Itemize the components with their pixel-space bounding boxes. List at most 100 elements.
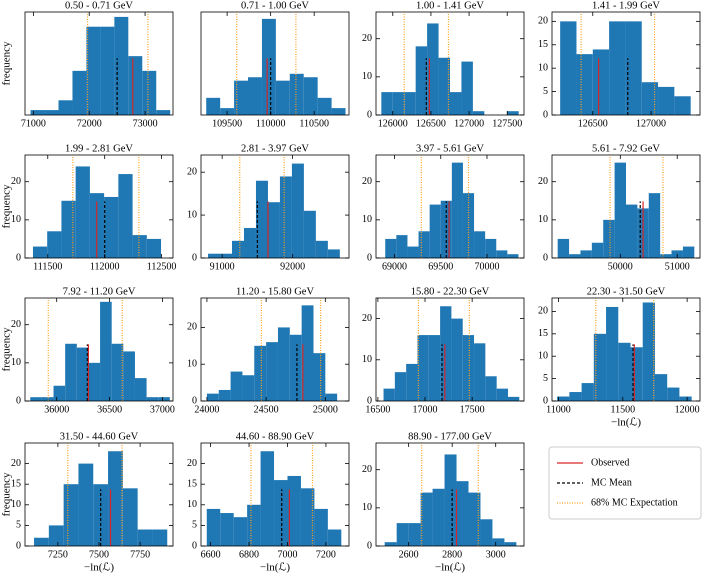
x-tick-label: 72000: [77, 118, 102, 129]
bar: [72, 70, 87, 115]
y-tick-label: 20: [362, 464, 372, 475]
bar: [317, 97, 332, 115]
bar: [47, 231, 62, 258]
bar: [206, 508, 221, 546]
bar: [396, 523, 409, 546]
y-tick-label: 0: [192, 252, 197, 263]
bar: [114, 16, 129, 115]
panel-title: 44.60 - 88.90 GeV: [236, 431, 315, 442]
axes-frame: [200, 154, 350, 259]
x-tick-label: 7500: [89, 549, 109, 560]
y-tick-label: 0: [192, 540, 197, 551]
bar: [289, 73, 304, 115]
bar: [415, 46, 428, 116]
x-tick-label: 11000: [546, 404, 571, 415]
x-tick-label: 126500: [578, 118, 608, 129]
x-tick-label: 11500: [610, 404, 635, 415]
bar: [86, 26, 101, 115]
panel-title: 3.97 - 5.61 GeV: [416, 143, 484, 154]
bar: [208, 253, 221, 258]
bar: [576, 54, 593, 115]
bar: [592, 49, 610, 115]
panel-title: 2.81 - 3.97 GeV: [241, 143, 309, 154]
x-tick-label: 37000: [150, 404, 175, 415]
y-tick-label: 0: [16, 252, 21, 263]
x-tick-label: 24500: [254, 404, 279, 415]
panel: 1.41 - 1.99 GeV 126500 127000 0 5 10 15 20: [538, 0, 701, 129]
y-tick-label: 15: [538, 39, 548, 50]
x-tick-label: 12000: [675, 404, 700, 415]
x-tick-label: 126000: [378, 118, 408, 129]
bar: [674, 96, 691, 115]
bar: [407, 246, 419, 258]
bar: [108, 451, 123, 546]
bar: [267, 202, 280, 258]
y-tick-label: 20: [362, 313, 372, 324]
x-tick-label: 112000: [90, 261, 120, 272]
bar: [593, 333, 607, 401]
bar: [496, 250, 508, 258]
bar: [641, 82, 659, 115]
y-tick-label: 10: [187, 209, 197, 220]
bar: [331, 108, 346, 115]
x-tick-label: 3000: [486, 549, 506, 560]
bar: [679, 396, 692, 401]
bar: [474, 231, 486, 258]
y-tick-label: 10: [187, 499, 197, 510]
x-tick-label: 36000: [44, 404, 69, 415]
bar: [220, 253, 233, 258]
bar: [404, 92, 416, 115]
axes-frame: [375, 11, 525, 116]
axes-frame: [200, 442, 350, 547]
bar: [381, 92, 393, 115]
bar: [220, 513, 234, 546]
bar: [142, 70, 157, 115]
bar: [234, 80, 249, 115]
panel-title: 1.41 - 1.99 GeV: [592, 0, 660, 11]
bar: [569, 254, 581, 258]
bar: [569, 392, 582, 401]
bar: [654, 374, 668, 401]
y-tick-label: 5: [543, 373, 548, 384]
bar: [233, 517, 248, 546]
bar: [394, 372, 407, 401]
bar: [462, 193, 475, 258]
bar: [496, 388, 508, 401]
axes-frame: [24, 297, 174, 402]
y-tick-label: 20: [538, 176, 548, 187]
bar: [289, 334, 302, 401]
panel: 0.50 - 0.71 GeV 71000 72000 73000 frequency: [1, 0, 174, 129]
bar: [560, 21, 577, 116]
bar: [648, 193, 661, 258]
y-tick-label: 15: [538, 328, 548, 339]
panel: 1.00 - 1.41 GeV 126000 126500 127000 127500 0…: [362, 0, 525, 129]
y-tick-label: 20: [11, 319, 21, 330]
bar: [218, 389, 231, 401]
bar: [315, 240, 328, 258]
bar: [275, 80, 290, 115]
x-tick-label: 127000: [636, 118, 666, 129]
bar: [591, 242, 604, 258]
x-tick-label: 7000: [277, 549, 297, 560]
panel-title: 1.00 - 1.41 GeV: [416, 0, 484, 11]
panel-title: 15.80 - 22.30 GeV: [411, 286, 490, 297]
bar: [438, 57, 450, 115]
panel: 88.90 - 177.00 GeV 2600 2800 3000 0 10 20 −ln(ℒ…: [362, 431, 525, 574]
bar: [118, 174, 133, 258]
x-tick-label: 6800: [239, 549, 259, 560]
bar: [625, 21, 642, 116]
bar: [32, 246, 48, 258]
panel-title: 0.71 - 1.00 GeV: [241, 0, 309, 11]
x-tick-label: 69500: [428, 261, 453, 272]
axes-frame: [24, 154, 174, 259]
axes-frame: [375, 442, 525, 547]
x-tick-label: 73000: [133, 118, 158, 129]
bar: [75, 166, 90, 258]
bar: [248, 77, 262, 115]
bar: [383, 388, 395, 401]
bar: [406, 363, 418, 401]
axes-frame: [551, 297, 701, 402]
bar: [609, 21, 626, 116]
bar: [456, 481, 469, 546]
bar: [122, 488, 138, 546]
